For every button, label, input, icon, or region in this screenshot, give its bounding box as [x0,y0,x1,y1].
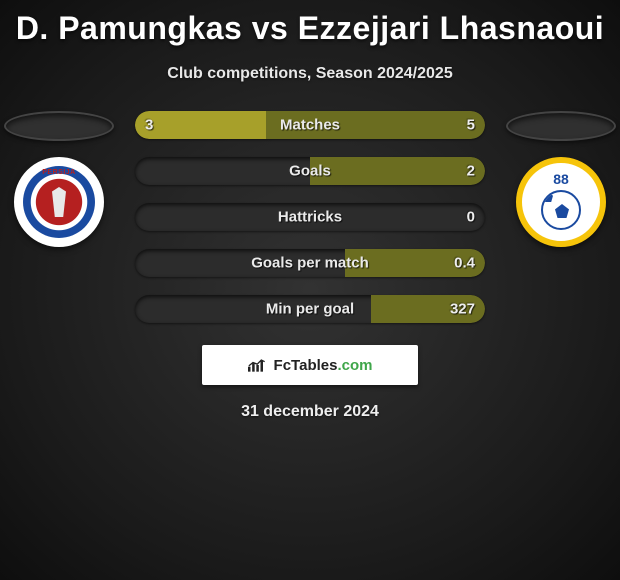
persija-badge-icon: PERSIJA [14,157,104,247]
stat-value-right: 5 [467,117,475,134]
persija-monument-icon [52,187,66,217]
stat-row: 327 Min per goal [135,295,485,323]
right-photo-placeholder [506,111,616,141]
footer-date: 31 december 2024 [0,403,620,421]
stat-row: 3 5 Matches [135,111,485,139]
brand-dotcom: .com [337,357,372,374]
stat-bars: 3 5 Matches 2 Goals 0 Hattricks 0.4 Goals per ma… [135,111,485,323]
stat-value-right: 0 [467,209,475,226]
bar-chart-icon [248,358,268,372]
brand-tables: Tables [291,357,337,374]
page-subtitle: Club competitions, Season 2024/2025 [0,65,620,83]
brand-fc: Fc [274,357,292,374]
page-title: D. Pamungkas vs Ezzejjari Lhasnaoui [0,0,620,47]
barito-badge-text: 88 [553,171,569,187]
stat-value-right: 327 [450,301,475,318]
soccer-ball-icon [541,190,581,230]
stat-label: Min per goal [266,301,354,318]
barito-badge-icon: 88 [516,157,606,247]
fctables-watermark: FcTables.com [202,345,418,385]
stat-label: Goals per match [251,255,369,272]
stat-fill-left [135,111,266,139]
stat-row: 0.4 Goals per match [135,249,485,277]
left-photo-placeholder [4,111,114,141]
stat-fill-right [310,157,485,185]
stat-label: Matches [280,117,340,134]
brand-text: FcTables.com [274,357,373,374]
right-player-slot: 88 [506,111,616,247]
stat-value-right: 2 [467,163,475,180]
stat-label: Goals [289,163,331,180]
stat-row: 0 Hattricks [135,203,485,231]
stat-row: 2 Goals [135,157,485,185]
stat-value-right: 0.4 [454,255,475,272]
stat-label: Hattricks [278,209,342,226]
left-player-slot: PERSIJA [4,111,114,247]
persija-badge-text: PERSIJA [42,169,75,176]
comparison-arena: PERSIJA 88 3 5 Matches 2 Goals 0 Hattricks 0.4 G… [0,111,620,323]
stat-value-left: 3 [145,117,153,134]
